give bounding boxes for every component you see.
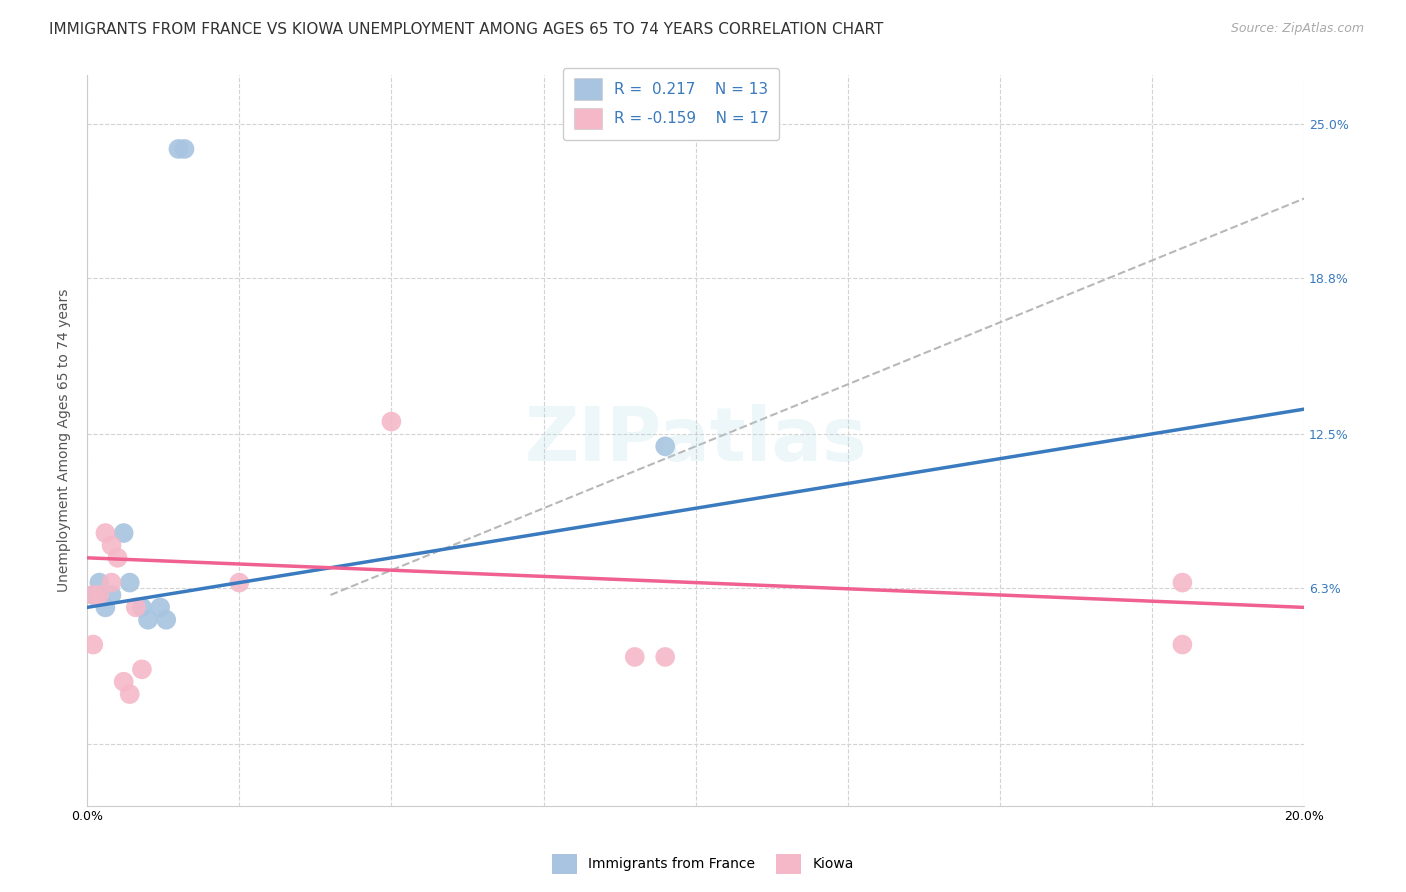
Point bbox=[131, 600, 153, 615]
Point bbox=[94, 526, 117, 541]
Point bbox=[149, 600, 172, 615]
Point bbox=[1171, 638, 1194, 652]
Point bbox=[155, 613, 177, 627]
Point bbox=[654, 439, 676, 453]
Point bbox=[100, 575, 122, 590]
Point bbox=[118, 575, 141, 590]
Point bbox=[94, 600, 117, 615]
Text: Source: ZipAtlas.com: Source: ZipAtlas.com bbox=[1230, 22, 1364, 36]
Point bbox=[89, 575, 111, 590]
Point bbox=[136, 613, 159, 627]
Point bbox=[167, 142, 190, 156]
Text: ZIPatlas: ZIPatlas bbox=[524, 403, 868, 476]
Point bbox=[173, 142, 195, 156]
Point bbox=[112, 674, 135, 689]
Point bbox=[82, 588, 104, 602]
Y-axis label: Unemployment Among Ages 65 to 74 years: Unemployment Among Ages 65 to 74 years bbox=[58, 288, 72, 591]
Point bbox=[228, 575, 250, 590]
Point bbox=[82, 588, 104, 602]
Point bbox=[125, 600, 148, 615]
Point bbox=[89, 588, 111, 602]
Legend: R =  0.217    N = 13, R = -0.159    N = 17: R = 0.217 N = 13, R = -0.159 N = 17 bbox=[564, 68, 779, 140]
Point bbox=[82, 638, 104, 652]
Point bbox=[112, 526, 135, 541]
Point bbox=[623, 649, 645, 664]
Point bbox=[131, 662, 153, 676]
Point bbox=[100, 588, 122, 602]
Point bbox=[107, 550, 129, 565]
Text: IMMIGRANTS FROM FRANCE VS KIOWA UNEMPLOYMENT AMONG AGES 65 TO 74 YEARS CORRELATI: IMMIGRANTS FROM FRANCE VS KIOWA UNEMPLOY… bbox=[49, 22, 883, 37]
Point bbox=[654, 649, 676, 664]
Point bbox=[1171, 575, 1194, 590]
Point bbox=[118, 687, 141, 701]
Point bbox=[380, 415, 402, 429]
Legend: Immigrants from France, Kiowa: Immigrants from France, Kiowa bbox=[546, 847, 860, 880]
Point bbox=[100, 538, 122, 552]
